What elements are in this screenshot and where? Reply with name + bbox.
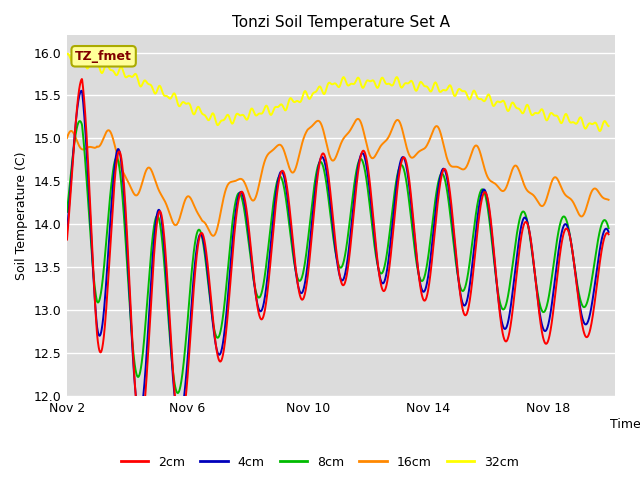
Title: Tonzi Soil Temperature Set A: Tonzi Soil Temperature Set A <box>232 15 450 30</box>
Legend: 2cm, 4cm, 8cm, 16cm, 32cm: 2cm, 4cm, 8cm, 16cm, 32cm <box>116 451 524 474</box>
Text: TZ_fmet: TZ_fmet <box>76 50 132 63</box>
Y-axis label: Soil Temperature (C): Soil Temperature (C) <box>15 152 28 280</box>
X-axis label: Time: Time <box>610 418 640 431</box>
